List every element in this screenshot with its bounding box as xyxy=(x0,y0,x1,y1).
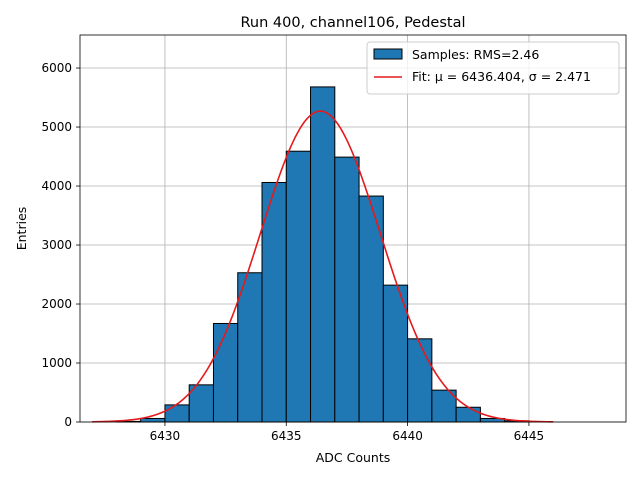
legend-histogram-label: Samples: RMS=2.46 xyxy=(412,47,539,62)
plot-frame xyxy=(79,34,627,423)
y-tick-label: 0 xyxy=(64,415,72,429)
x-tick-label: 6430 xyxy=(150,429,181,443)
histogram-bar xyxy=(358,195,384,423)
legend-fit-label: Fit: μ = 6436.404, σ = 2.471 xyxy=(412,69,591,84)
y-tick-label: 3000 xyxy=(41,238,72,252)
chart-title: Run 400, channel106, Pedestal xyxy=(240,15,465,31)
fit-curve xyxy=(92,110,554,423)
histogram-bar xyxy=(455,406,481,423)
histogram-bar xyxy=(334,156,360,423)
fit-curve-layer xyxy=(92,110,554,423)
histogram-bar xyxy=(237,272,263,423)
histogram-bar xyxy=(407,338,433,423)
legend-box xyxy=(366,41,620,95)
x-axis-label: ADC Counts xyxy=(316,450,391,465)
y-axis-label: Entries xyxy=(14,207,29,251)
histogram-bar xyxy=(310,86,336,423)
y-tick-label: 4000 xyxy=(41,179,72,193)
axis-ticks: 6430 6435 6440 6445 0 1000 2000 3000 4000 5000 600… xyxy=(41,61,544,443)
histogram-bar xyxy=(431,389,457,423)
y-tick-label: 1000 xyxy=(41,356,72,370)
histogram-bar xyxy=(212,322,239,423)
x-tick-label: 6440 xyxy=(392,429,423,443)
histogram-bar xyxy=(140,417,166,423)
histogram-bars xyxy=(115,86,530,423)
x-tick-label: 6435 xyxy=(271,429,302,443)
y-tick-label: 2000 xyxy=(41,297,72,311)
y-tick-label: 5000 xyxy=(41,120,72,134)
legend: Samples: RMS=2.46 Fit: μ = 6436.404, σ =… xyxy=(366,41,620,95)
y-tick-label: 6000 xyxy=(41,61,72,75)
histogram-bar xyxy=(382,284,409,423)
histogram-bar xyxy=(164,404,190,423)
histogram-bar xyxy=(285,150,312,423)
legend-histogram-swatch xyxy=(373,48,403,60)
histogram-bar xyxy=(261,181,287,423)
x-tick-label: 6445 xyxy=(514,429,545,443)
